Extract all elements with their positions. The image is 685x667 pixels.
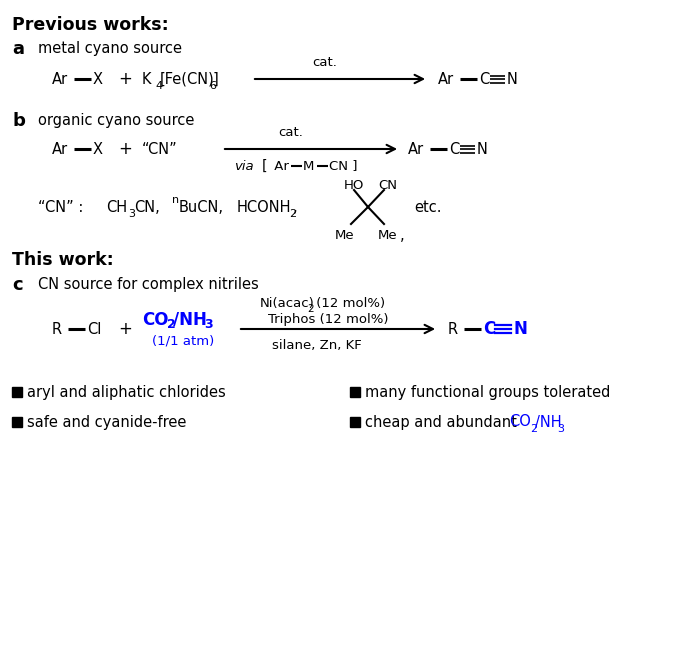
Text: b: b bbox=[12, 112, 25, 130]
Text: CN source for complex nitriles: CN source for complex nitriles bbox=[38, 277, 259, 293]
Text: X: X bbox=[93, 141, 103, 157]
Text: N: N bbox=[477, 141, 488, 157]
Text: [Fe(CN): [Fe(CN) bbox=[160, 71, 215, 87]
Text: BuCN,: BuCN, bbox=[179, 199, 224, 215]
Text: +: + bbox=[118, 140, 132, 158]
Text: CO: CO bbox=[142, 311, 169, 329]
Bar bbox=[12, 387, 22, 397]
Bar bbox=[12, 417, 22, 427]
Text: (12 mol%): (12 mol%) bbox=[312, 297, 385, 311]
Text: via: via bbox=[234, 159, 253, 173]
Text: R: R bbox=[448, 321, 458, 336]
Text: This work:: This work: bbox=[12, 251, 114, 269]
Text: Ar: Ar bbox=[270, 159, 289, 173]
Text: C: C bbox=[483, 320, 495, 338]
Text: c: c bbox=[12, 276, 23, 294]
Text: C: C bbox=[449, 141, 459, 157]
Bar bbox=[350, 417, 360, 427]
Text: 3: 3 bbox=[128, 209, 135, 219]
Text: HCONH: HCONH bbox=[237, 199, 292, 215]
Text: 4: 4 bbox=[155, 81, 162, 91]
Text: 3: 3 bbox=[204, 319, 212, 331]
Text: 2: 2 bbox=[307, 304, 314, 314]
Text: “CN” :: “CN” : bbox=[38, 199, 84, 215]
Text: aryl and aliphatic chlorides: aryl and aliphatic chlorides bbox=[27, 384, 226, 400]
Text: N: N bbox=[513, 320, 527, 338]
Text: cat.: cat. bbox=[312, 55, 337, 69]
Text: cheap and abundant: cheap and abundant bbox=[365, 414, 521, 430]
Text: M: M bbox=[303, 159, 314, 173]
Text: CH: CH bbox=[106, 199, 127, 215]
Text: [: [ bbox=[262, 159, 268, 173]
Text: HO: HO bbox=[344, 179, 364, 191]
Text: Ar: Ar bbox=[52, 141, 68, 157]
Text: Ni(acac): Ni(acac) bbox=[260, 297, 314, 311]
Text: Previous works:: Previous works: bbox=[12, 16, 169, 34]
Text: +: + bbox=[118, 320, 132, 338]
Text: 3: 3 bbox=[557, 424, 564, 434]
Text: (1/1 atm): (1/1 atm) bbox=[152, 334, 214, 348]
Text: /NH: /NH bbox=[535, 414, 562, 430]
Text: Ar: Ar bbox=[52, 71, 68, 87]
Text: many functional groups tolerated: many functional groups tolerated bbox=[365, 384, 610, 400]
Text: organic cyano source: organic cyano source bbox=[38, 113, 195, 129]
Text: ,: , bbox=[400, 227, 405, 243]
Text: CN ]: CN ] bbox=[329, 159, 358, 173]
Text: ,: , bbox=[293, 199, 297, 215]
Text: a: a bbox=[12, 40, 24, 58]
Text: etc.: etc. bbox=[414, 199, 442, 215]
Text: 2: 2 bbox=[289, 209, 296, 219]
Text: CN,: CN, bbox=[134, 199, 160, 215]
Text: K: K bbox=[142, 71, 151, 87]
Text: metal cyano source: metal cyano source bbox=[38, 41, 182, 57]
Text: Triphos (12 mol%): Triphos (12 mol%) bbox=[268, 313, 388, 327]
Text: “CN”: “CN” bbox=[142, 141, 177, 157]
Text: X: X bbox=[93, 71, 103, 87]
Text: Me: Me bbox=[378, 229, 397, 241]
Text: 2: 2 bbox=[167, 319, 176, 331]
Text: 6: 6 bbox=[209, 81, 216, 91]
Text: ]: ] bbox=[213, 71, 219, 87]
Text: C: C bbox=[479, 71, 489, 87]
Text: Ar: Ar bbox=[408, 141, 424, 157]
Text: +: + bbox=[118, 70, 132, 88]
Text: /NH: /NH bbox=[173, 311, 207, 329]
Text: N: N bbox=[507, 71, 518, 87]
Text: CN: CN bbox=[378, 179, 397, 191]
Text: cat.: cat. bbox=[278, 125, 303, 139]
Bar bbox=[350, 387, 360, 397]
Text: R: R bbox=[52, 321, 62, 336]
Text: Ar: Ar bbox=[438, 71, 454, 87]
Text: Cl: Cl bbox=[87, 321, 101, 336]
Text: safe and cyanide-free: safe and cyanide-free bbox=[27, 414, 186, 430]
Text: CO: CO bbox=[509, 414, 531, 430]
Text: Me: Me bbox=[335, 229, 355, 241]
Text: silane, Zn, KF: silane, Zn, KF bbox=[272, 338, 362, 352]
Text: n: n bbox=[172, 195, 179, 205]
Text: 2: 2 bbox=[530, 424, 537, 434]
